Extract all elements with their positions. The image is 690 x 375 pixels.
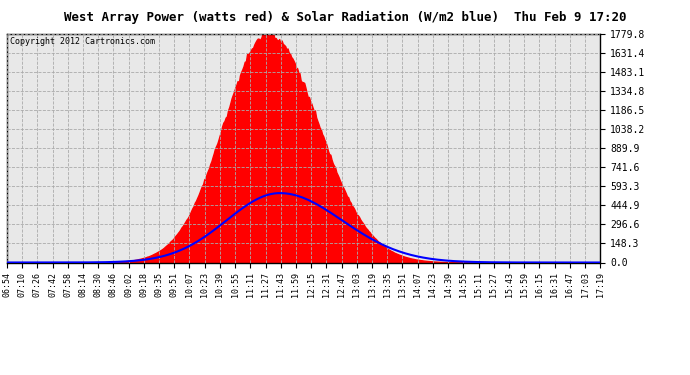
Text: West Array Power (watts red) & Solar Radiation (W/m2 blue)  Thu Feb 9 17:20: West Array Power (watts red) & Solar Rad… [63, 11, 627, 24]
Text: Copyright 2012 Cartronics.com: Copyright 2012 Cartronics.com [10, 37, 155, 46]
